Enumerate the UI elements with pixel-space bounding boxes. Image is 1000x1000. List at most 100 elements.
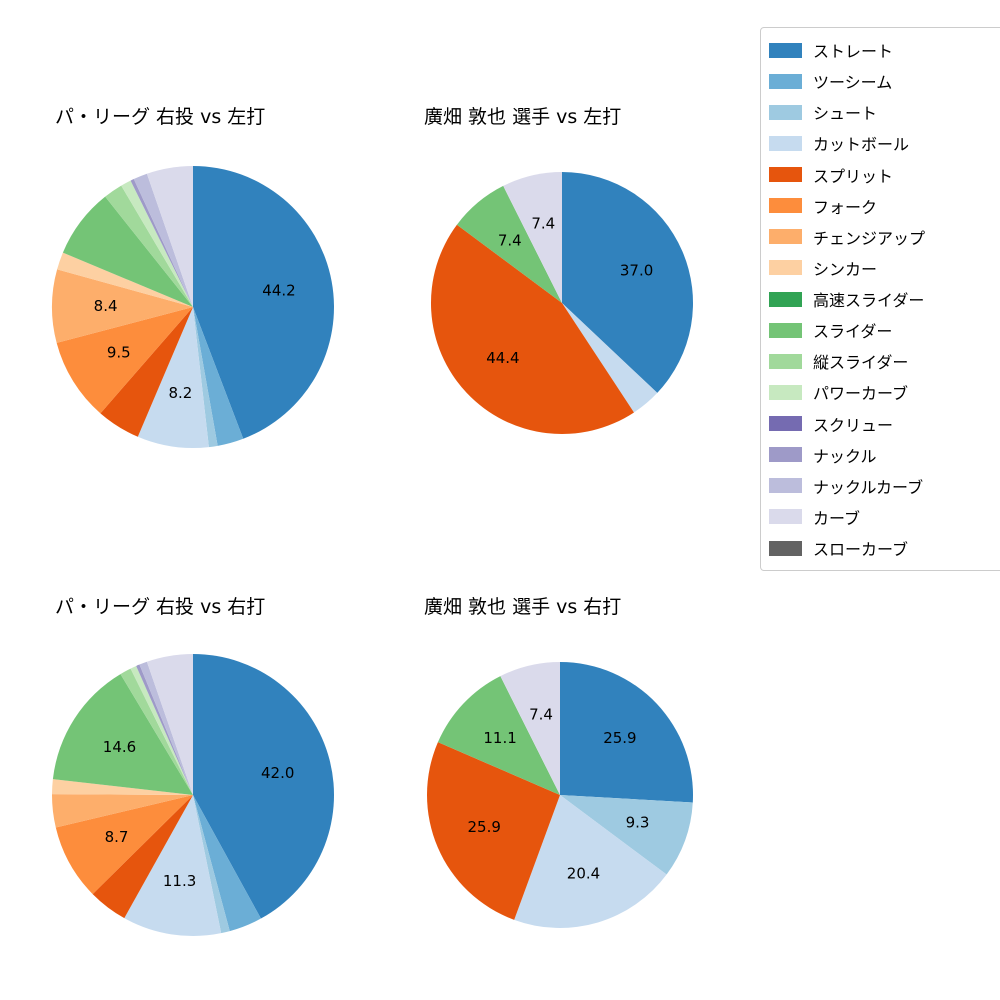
legend-item: ナックルカーブ: [769, 475, 995, 497]
legend-swatch: [769, 42, 802, 58]
legend-item: スクリュー: [769, 413, 995, 435]
legend-item: ナックル: [769, 444, 995, 466]
legend-label: スクリュー: [813, 415, 894, 435]
pie-slice-value-label: 42.0: [261, 764, 294, 782]
legend-item: 高速スライダー: [769, 288, 995, 310]
pie-slice-ナックル: [130, 179, 193, 307]
legend-item: シュート: [769, 101, 995, 123]
chart-title-top-right: 廣畑 敦也 選手 vs 左打: [424, 106, 622, 128]
pie-slice-value-label: 8.7: [105, 828, 129, 846]
pie-slice-シュート: [193, 307, 218, 448]
pie-slice-value-label: 25.9: [603, 729, 636, 747]
pie-chart-bottom-right: 25.9 9.3 20.4 25.9 11.1 7.4: [427, 662, 694, 928]
legend-swatch: [769, 167, 802, 182]
chart-title-bottom-left: パ・リーグ 右投 vs 右打: [55, 596, 266, 618]
pie-slice-value-label: 8.2: [168, 384, 192, 402]
legend-item: ストレート: [769, 39, 995, 61]
pie-slice-ストレート: [560, 662, 694, 803]
legend-label: ストレート: [813, 42, 894, 61]
pie-slice-スライダー: [437, 676, 560, 795]
legend-swatch: [769, 540, 802, 556]
legend-item: カーブ: [769, 506, 995, 528]
pie-slice-スプリット: [92, 795, 193, 919]
legend-swatch: [769, 229, 802, 245]
legend-label: シュート: [813, 104, 878, 124]
pie-slice-value-label: 9.5: [107, 344, 131, 362]
pie-slice-カットボール: [514, 795, 667, 928]
pie-slice-ツーシーム: [193, 307, 244, 446]
legend-item: スライダー: [769, 319, 995, 341]
legend-item: シンカー: [769, 257, 995, 279]
legend-label: ナックル: [813, 446, 877, 466]
legend-item: 縦スライダー: [769, 350, 995, 372]
pie-slice-value-label: 37.0: [620, 261, 653, 279]
pie-slice-カーブ: [146, 166, 193, 307]
chart-title-bottom-right: 廣畑 敦也 選手 vs 右打: [424, 596, 622, 618]
pie-slice-スプリット: [427, 742, 560, 920]
legend-label: スプリット: [813, 166, 894, 186]
legend-label: カットボール: [813, 135, 910, 155]
pie-slice-スライダー: [62, 196, 194, 307]
legend-swatch: [769, 135, 802, 151]
legend-label: チェンジアップ: [813, 228, 926, 248]
legend-swatch: [769, 260, 802, 276]
pie-slice-シュート: [560, 795, 693, 875]
pie-slice-カーブ: [146, 654, 193, 795]
pie-slice-スプリット: [430, 224, 634, 435]
pie-slice-value-label: 20.4: [567, 865, 600, 883]
legend-swatch: [769, 509, 802, 525]
legend-label: フォーク: [813, 197, 878, 217]
pie-slice-チェンジアップ: [51, 794, 193, 828]
legend-label: スライダー: [813, 322, 893, 342]
pie-chart-bottom-left: 42.0 11.3 8.7 14.6: [51, 654, 335, 937]
pie-slice-スプリット: [100, 307, 193, 437]
legend-item: フォーク: [769, 195, 995, 217]
legend-item: カットボール: [769, 132, 995, 154]
pie-slice-カットボール: [137, 307, 209, 448]
legend-item: スプリット: [769, 164, 995, 186]
legend-swatch: [769, 291, 802, 307]
legend-swatch: [769, 478, 802, 494]
pie-slice-value-label: 7.4: [529, 705, 553, 723]
legend-swatch: [769, 73, 802, 89]
pie-slice-ナックルカーブ: [133, 173, 193, 307]
pie-slice-カットボール: [124, 795, 222, 937]
legend-item: チェンジアップ: [769, 226, 995, 248]
legend-item: パワーカーブ: [769, 381, 995, 403]
legend-swatch: [769, 353, 802, 369]
pie-slice-シンカー: [52, 779, 193, 795]
pie-slice-value-label: 9.3: [626, 814, 650, 832]
pie-slice-value-label: 44.2: [262, 282, 295, 300]
chart-title-top-left: パ・リーグ 右投 vs 左打: [55, 106, 266, 128]
legend-label: ナックルカーブ: [813, 477, 924, 497]
pie-slice-value-label: 11.3: [163, 872, 196, 890]
pie-slice-value-label: 14.6: [103, 738, 136, 756]
pie-slice-ツーシーム: [193, 795, 261, 932]
pie-slice-シュート: [193, 795, 230, 934]
legend-label: スローカーブ: [813, 540, 909, 559]
pie-slice-ナックル: [136, 664, 193, 795]
pie-slice-フォーク: [56, 307, 194, 414]
legend-item: スローカーブ: [769, 537, 995, 559]
pie-slice-縦スライダー: [105, 185, 193, 307]
pie-slice-ナックルカーブ: [139, 661, 193, 795]
pie-slice-カーブ: [503, 172, 562, 303]
pie-slice-ストレート: [193, 166, 334, 439]
pie-slice-縦スライダー: [120, 668, 193, 795]
pie-slice-カーブ: [500, 662, 560, 795]
legend-swatch: [769, 198, 802, 214]
pie-chart-top-left: 44.2 8.2 9.5 8.4: [51, 166, 334, 448]
pie-slice-パワーカーブ: [121, 180, 193, 307]
pie-slice-ストレート: [193, 654, 335, 919]
legend-swatch: [769, 416, 802, 431]
pie-slice-スライダー: [456, 185, 562, 303]
pie-slice-value-label: 8.4: [94, 297, 118, 315]
pie-slice-カットボール: [562, 303, 658, 413]
pie-slice-フォーク: [55, 795, 193, 895]
pie-slice-チェンジアップ: [51, 269, 193, 343]
legend-label: 高速スライダー: [813, 291, 925, 310]
pie-slice-value-label: 7.4: [498, 231, 522, 249]
legend-swatch: [769, 104, 802, 120]
legend-swatch: [769, 384, 802, 400]
